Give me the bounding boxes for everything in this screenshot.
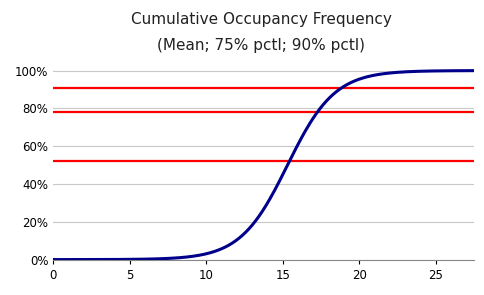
Text: Cumulative Occupancy Frequency: Cumulative Occupancy Frequency	[131, 12, 392, 27]
Text: (Mean; 75% pctl; 90% pctl): (Mean; 75% pctl; 90% pctl)	[157, 38, 365, 53]
